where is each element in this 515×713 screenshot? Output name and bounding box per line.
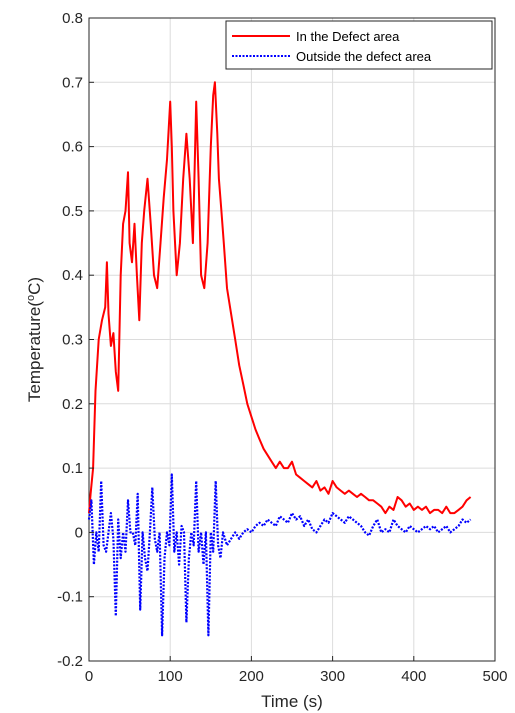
legend-entry-outside: Outside the defect area [296, 49, 432, 64]
legend-box [225, 20, 493, 70]
y-tick-label: 0.1 [62, 460, 83, 477]
y-tick-label: 0.4 [62, 267, 83, 284]
y-tick-label: 0.2 [62, 396, 83, 413]
x-axis-label: Time (s) [261, 692, 323, 711]
y-tick-label: 0.6 [62, 139, 83, 156]
x-tick-label: 100 [158, 668, 183, 685]
y-tick-label: -0.1 [57, 589, 83, 606]
series-line-defect [88, 81, 472, 515]
y-tick-label: 0.3 [62, 332, 83, 349]
series-line-outside [87, 473, 472, 637]
y-tick-label: 0.5 [62, 203, 83, 220]
y-axis-label-degree: o [25, 295, 37, 301]
legend-entry-defect: In the Defect area [296, 29, 400, 44]
y-tick-label: -0.2 [57, 653, 83, 670]
x-tick-label: 200 [239, 668, 264, 685]
y-tick-label: 0.7 [62, 74, 83, 91]
y-axis-label-start: Temperature( [25, 301, 44, 402]
x-tick-label: 0 [85, 668, 93, 685]
series-layer [87, 81, 472, 637]
x-tick-label: 500 [482, 668, 507, 685]
y-tick-label: 0 [75, 524, 83, 541]
tick-labels: 0 100 200 300 400 500 -0.2 -0.1 0 0.1 0.2 0.3 0.4 0.5… [57, 10, 507, 685]
x-tick-label: 400 [401, 668, 426, 685]
y-axis-label: Temperature(oC) [25, 277, 44, 402]
y-tick-label: 0.8 [62, 10, 83, 27]
x-tick-label: 300 [320, 668, 345, 685]
legend: In the Defect area Outside the defect ar… [225, 20, 493, 70]
y-axis-label-end: C) [25, 277, 44, 295]
